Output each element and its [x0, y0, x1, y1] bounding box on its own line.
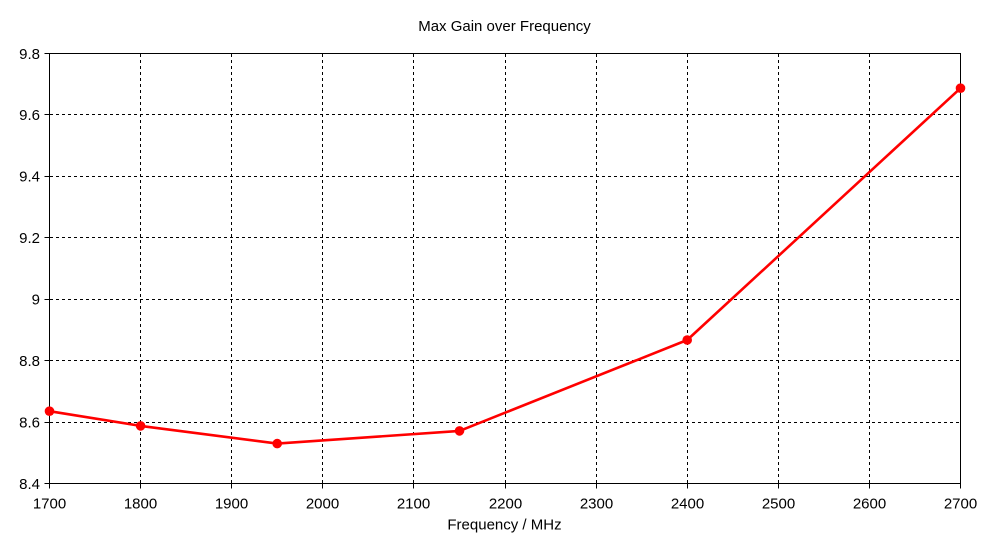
svg-text:2300: 2300	[580, 496, 613, 513]
svg-text:2500: 2500	[762, 496, 795, 513]
svg-text:2200: 2200	[489, 496, 522, 513]
svg-text:9: 9	[32, 292, 40, 309]
svg-text:9.6: 9.6	[19, 107, 40, 124]
svg-text:2000: 2000	[306, 496, 339, 513]
svg-text:2700: 2700	[944, 496, 977, 513]
svg-text:8.4: 8.4	[19, 476, 40, 493]
svg-text:8.6: 8.6	[19, 414, 40, 431]
svg-text:9.2: 9.2	[19, 230, 40, 247]
svg-text:8.8: 8.8	[19, 353, 40, 370]
svg-text:1700: 1700	[33, 496, 66, 513]
svg-text:9.8: 9.8	[19, 46, 40, 63]
svg-text:Max Gain over Frequency: Max Gain over Frequency	[418, 18, 591, 35]
svg-text:2600: 2600	[853, 496, 886, 513]
svg-text:2400: 2400	[671, 496, 704, 513]
svg-text:1900: 1900	[215, 496, 248, 513]
svg-text:1800: 1800	[124, 496, 157, 513]
svg-text:Frequency / MHz: Frequency / MHz	[447, 517, 561, 534]
svg-text:9.4: 9.4	[19, 169, 40, 186]
svg-text:2100: 2100	[397, 496, 430, 513]
